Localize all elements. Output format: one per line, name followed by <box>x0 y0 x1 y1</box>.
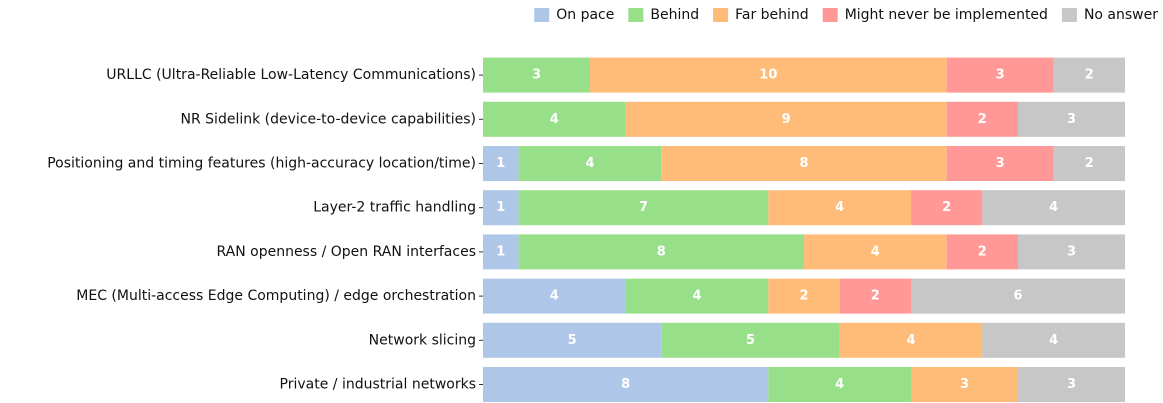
data-label: 9 <box>782 112 791 127</box>
bar-segment <box>946 234 1018 270</box>
data-label: 4 <box>585 156 594 171</box>
data-label: 3 <box>996 156 1005 171</box>
data-label: 4 <box>835 200 844 215</box>
bar-segment <box>483 322 662 358</box>
data-label: 1 <box>496 200 505 215</box>
bar-segment <box>768 367 911 402</box>
data-label: 3 <box>1067 377 1076 392</box>
data-label: 4 <box>550 289 559 304</box>
bar-segment <box>518 146 662 181</box>
legend-swatch <box>822 8 838 22</box>
data-label: 5 <box>746 333 755 348</box>
data-label: 4 <box>1049 200 1058 215</box>
bar-segment <box>911 278 1125 314</box>
data-label: 2 <box>871 289 880 304</box>
bar-segment <box>839 322 983 358</box>
bar-segment <box>1018 234 1125 270</box>
bar-segment <box>661 322 840 358</box>
data-label: 5 <box>568 333 577 348</box>
data-label: 6 <box>1013 289 1022 304</box>
data-label: 8 <box>657 244 666 259</box>
data-label: 3 <box>996 68 1005 83</box>
data-label: 3 <box>532 68 541 83</box>
bar-segment <box>483 234 519 270</box>
bar-segment <box>982 322 1125 358</box>
legend-swatch <box>628 8 644 22</box>
data-label: 4 <box>692 289 701 304</box>
data-label: 10 <box>759 68 777 83</box>
data-label: 1 <box>496 244 505 259</box>
data-label: 2 <box>799 289 808 304</box>
data-label: 4 <box>835 377 844 392</box>
legend-label: Far behind <box>735 7 809 23</box>
data-label: 2 <box>1085 156 1094 171</box>
y-tick-label: MEC (Multi-access Edge Computing) / edge… <box>76 288 476 304</box>
data-label: 3 <box>1067 244 1076 259</box>
legend-swatch <box>534 8 550 22</box>
bar-segment <box>518 234 804 270</box>
y-tick-label: RAN openness / Open RAN interfaces <box>216 244 476 260</box>
bar-segment <box>946 57 1054 93</box>
legend-swatch <box>713 8 729 22</box>
data-label: 2 <box>978 112 987 127</box>
legend-label: Behind <box>650 7 699 23</box>
y-tick-label: Layer-2 traffic handling <box>313 200 476 216</box>
bar-segment <box>483 101 626 137</box>
bar-segment <box>661 146 947 181</box>
y-tick-label: URLLC (Ultra-Reliable Low-Latency Commun… <box>106 67 476 83</box>
bar-segment <box>625 101 947 137</box>
bar-segment <box>483 278 626 314</box>
bar-segment <box>1018 101 1125 137</box>
bar-segment <box>590 57 947 93</box>
bar-segment <box>946 146 1054 181</box>
legend-label: On pace <box>556 7 614 23</box>
bar-segment <box>839 278 911 314</box>
bar-segment <box>1018 367 1125 402</box>
y-tick-label: Private / industrial networks <box>280 377 476 393</box>
bar-segment <box>483 146 519 181</box>
data-label: 3 <box>1067 112 1076 127</box>
bar-segment <box>483 190 519 226</box>
legend-label: Might never be implemented <box>845 7 1048 23</box>
data-label: 2 <box>978 244 987 259</box>
y-tick-label: NR Sidelink (device-to-device capabiliti… <box>181 111 476 127</box>
legend-swatch <box>1061 8 1077 22</box>
bar-segment <box>483 367 769 402</box>
bar-segment <box>625 278 769 314</box>
y-tick-label: Positioning and timing features (high-ac… <box>47 156 476 172</box>
bar-segment <box>804 234 947 270</box>
data-label: 8 <box>621 377 630 392</box>
bar-segment <box>518 190 769 226</box>
legend-label: No answer <box>1084 7 1158 23</box>
bar-segment <box>1053 57 1125 93</box>
data-label: 4 <box>550 112 559 127</box>
bar-segment <box>1053 146 1125 181</box>
data-label: 7 <box>639 200 648 215</box>
bar-segment <box>483 57 590 93</box>
data-label: 2 <box>942 200 951 215</box>
bar-segment <box>982 190 1125 226</box>
data-label: 4 <box>871 244 880 259</box>
data-label: 8 <box>799 156 808 171</box>
data-label: 1 <box>496 156 505 171</box>
bar-segment <box>911 367 1018 402</box>
data-label: 3 <box>960 377 969 392</box>
y-tick-label: Network slicing <box>369 332 476 348</box>
bar-segment <box>911 190 983 226</box>
data-label: 2 <box>1085 68 1094 83</box>
bar-segment <box>768 190 911 226</box>
data-label: 4 <box>1049 333 1058 348</box>
bar-segment <box>768 278 840 314</box>
bar-segment <box>946 101 1018 137</box>
data-label: 4 <box>906 333 915 348</box>
